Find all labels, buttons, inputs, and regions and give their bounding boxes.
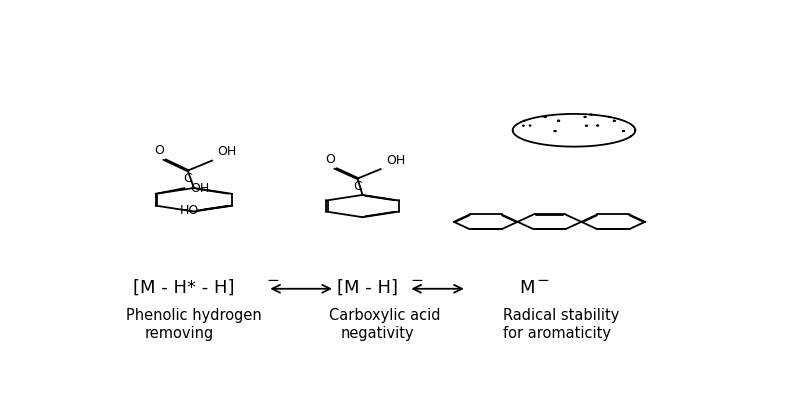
Text: O: O: [154, 144, 165, 156]
Text: M: M: [519, 278, 534, 296]
Text: OH: OH: [190, 182, 210, 195]
Text: OH: OH: [386, 153, 405, 166]
Text: [M - H]: [M - H]: [337, 278, 398, 296]
Text: O: O: [326, 152, 335, 165]
Text: Carboxylic acid: Carboxylic acid: [329, 308, 441, 323]
Text: HO: HO: [180, 203, 199, 216]
Text: −: −: [411, 272, 423, 288]
Text: [M - H* - H]: [M - H* - H]: [133, 278, 234, 296]
Text: OH: OH: [218, 145, 237, 158]
Text: removing: removing: [145, 326, 214, 341]
Text: negativity: negativity: [341, 326, 414, 341]
Text: −: −: [536, 272, 549, 288]
Text: C: C: [354, 180, 362, 193]
Text: Radical stability: Radical stability: [504, 308, 620, 323]
Text: C: C: [184, 172, 192, 185]
Text: Phenolic hydrogen: Phenolic hydrogen: [127, 308, 262, 323]
Text: −: −: [267, 272, 279, 288]
Text: for aromaticity: for aromaticity: [504, 326, 611, 341]
